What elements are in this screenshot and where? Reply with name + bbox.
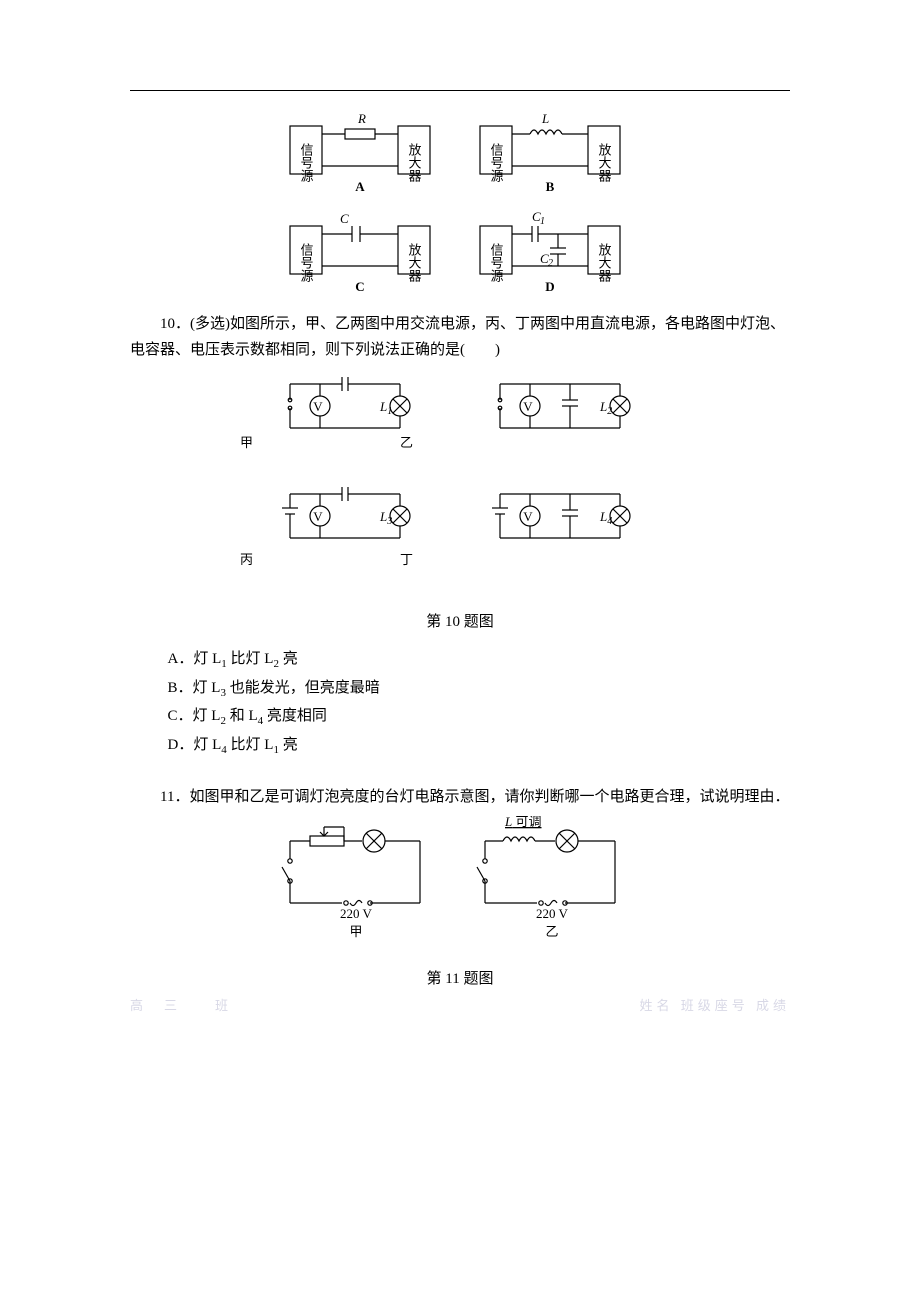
top-rule — [130, 90, 790, 91]
lamp-l4: L4 — [599, 509, 612, 527]
label-ding: 丁 — [400, 552, 413, 567]
caption-c: C — [355, 279, 364, 294]
voltmeter-yi: V — [523, 399, 533, 414]
src-label-c: 信号源 — [299, 243, 314, 282]
fig-q11-svg: 220 V 220 V 甲 乙 L 可调 — [270, 816, 650, 956]
fig-top: 信号源 放大器 R A 信号源 放大器 L B 信号源 放大器 C C 信号源 — [130, 111, 790, 306]
label-bing: 丙 — [240, 552, 253, 567]
page-footer: 高 三 班 姓名 班级座号 成绩 — [130, 995, 790, 1014]
src-label-d: 信号源 — [489, 243, 504, 282]
lamp-l3: L3 — [379, 509, 392, 527]
q11-label-jia: 甲 — [349, 924, 362, 939]
q11-ladj: L 可调 — [504, 816, 542, 829]
amp-label-c: 放大器 — [407, 243, 422, 283]
q10-stem: 10．(多选)如图所示，甲、乙两图中用交流电源，丙、丁两图中用直流电源，各电路图… — [130, 312, 790, 363]
lamp-l2: L2 — [599, 399, 612, 417]
comp-a: R — [357, 111, 366, 126]
q11-v-jia: 220 V — [340, 906, 373, 921]
src-label-b: 信号源 — [489, 143, 504, 182]
voltmeter-bing: V — [313, 509, 323, 524]
amp-label-d: 放大器 — [597, 243, 612, 283]
lamp-l1: L1 — [379, 399, 392, 417]
q11-stem: 11．如图甲和乙是可调灯泡亮度的台灯电路示意图，请你判断哪一个电路更合理，试说明… — [130, 785, 790, 811]
src-label-a: 信号源 — [299, 143, 314, 182]
q10-caption: 第 10 题图 — [130, 610, 790, 631]
q10-opt-d: D．灯 L4 比灯 L1 亮 — [168, 733, 791, 760]
q10-opt-c: C．灯 L2 和 L4 亮度相同 — [168, 704, 791, 731]
footer-left: 高 三 班 — [130, 995, 232, 1014]
comp-b: L — [541, 111, 549, 126]
voltmeter-ding: V — [523, 509, 533, 524]
caption-b: B — [546, 179, 555, 194]
comp-d-c2sub: 2 — [548, 258, 553, 269]
amp-label-b: 放大器 — [597, 143, 612, 183]
voltmeter-jia: V — [313, 399, 323, 414]
label-yi: 乙 — [400, 435, 413, 450]
q11-label-yi: 乙 — [545, 924, 558, 939]
fig-q11: 220 V 220 V 甲 乙 L 可调 — [130, 816, 790, 961]
label-jia: 甲 — [240, 435, 253, 450]
fig-q10: V V V V L1 L2 L3 L4 甲 乙 丙 丁 — [130, 369, 790, 604]
fig-q10-svg: V V V V L1 L2 L3 L4 甲 乙 丙 丁 — [230, 369, 690, 599]
footer-right: 姓名 班级座号 成绩 — [639, 995, 790, 1014]
comp-c: C — [340, 211, 349, 226]
amp-label-a: 放大器 — [407, 143, 422, 183]
fig-top-svg: 信号源 放大器 R A 信号源 放大器 L B 信号源 放大器 C C 信号源 — [280, 111, 640, 301]
caption-a: A — [355, 179, 365, 194]
q10-opt-b: B．灯 L3 也能发光，但亮度最暗 — [168, 676, 791, 703]
q11-caption: 第 11 题图 — [130, 967, 790, 988]
comp-d-c1sub: 1 — [540, 216, 545, 227]
q11-v-yi: 220 V — [536, 906, 569, 921]
q10-opt-a: A．灯 L1 比灯 L2 亮 — [168, 647, 791, 674]
caption-d: D — [545, 279, 554, 294]
